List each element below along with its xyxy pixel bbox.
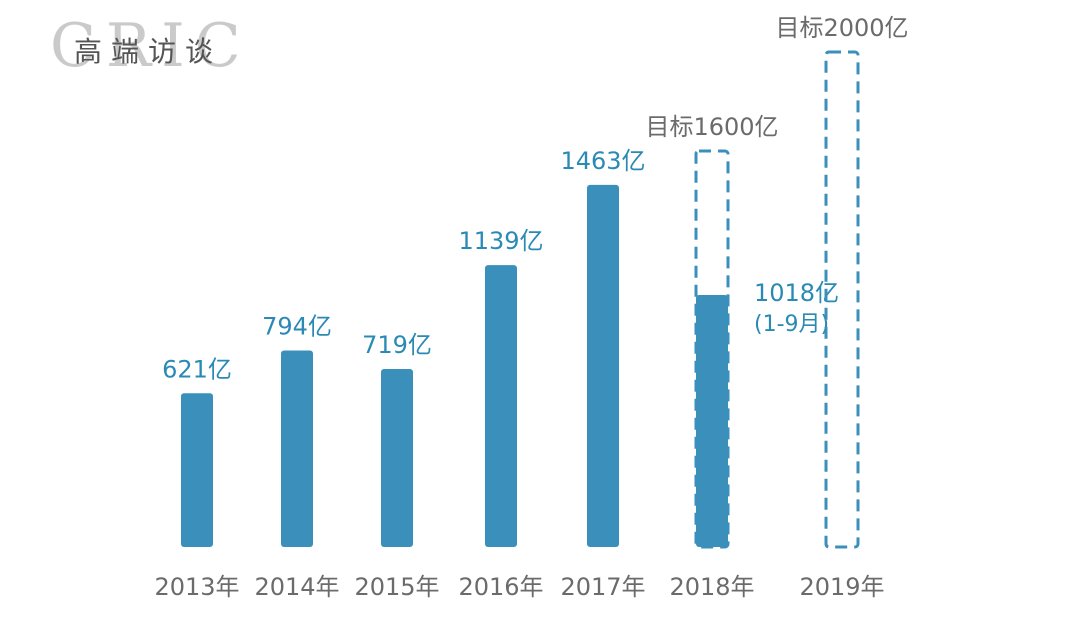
x-tick-label-1: 2014年 [254,573,339,601]
data-label-0: 621亿 [162,355,232,383]
logo-text: 高端访谈 [74,35,223,68]
x-tick-label-6: 2019年 [799,573,884,601]
target-label-6: 目标2000亿 [775,14,908,42]
x-tick-label-3: 2016年 [458,573,543,601]
bar-1 [281,350,313,547]
bar-0 [181,393,213,547]
target-outline-6 [824,50,860,549]
bar-3 [485,265,517,547]
data-label-2: 719亿 [362,331,432,359]
x-tick-label-2: 2015年 [354,573,439,601]
data-label-4: 1463亿 [560,147,645,175]
data-label-3: 1139亿 [458,227,543,255]
data-sublabel-5: (1-9月) [754,312,829,337]
bar-2 [381,369,413,547]
logo-letters: CRIC [50,11,251,81]
data-label-1: 794亿 [262,312,332,340]
target-label-5: 目标1600亿 [645,113,778,141]
cric-logo: CRIC 高端访谈 [50,14,250,80]
x-tick-label-0: 2013年 [154,573,239,601]
x-tick-label-4: 2017年 [560,573,645,601]
bar-4 [587,184,619,547]
bar-5 [696,295,728,547]
x-tick-label-5: 2018年 [669,573,754,601]
